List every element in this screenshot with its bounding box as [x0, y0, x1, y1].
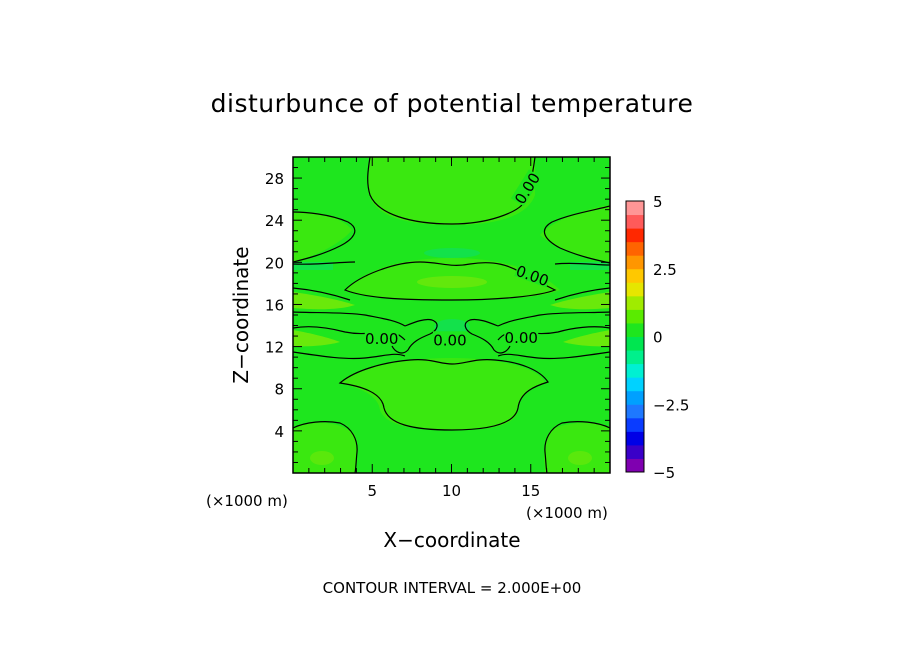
cool-strip-20-left [293, 262, 333, 270]
colorbar-segment [626, 458, 644, 473]
x-unit-left: (×1000 m) [206, 492, 288, 510]
y-tick-label: 4 [274, 423, 284, 441]
contour-band-16-left [293, 287, 406, 327]
plot-area: 0.000.000.00 0.00 0.00 [293, 157, 610, 473]
contour-lower-central [338, 358, 549, 431]
band-12-left [293, 330, 340, 347]
band-16-left [293, 292, 355, 310]
colorbar-tick-label: 0 [653, 329, 663, 347]
bottom-left-region [293, 422, 357, 473]
x-axis-label: X−coordinate [383, 528, 520, 552]
contour-12-center-right [464, 318, 511, 354]
y-tick-label: 16 [265, 296, 284, 314]
contour-label: 0.00 [364, 330, 399, 348]
x-tick-label: 5 [367, 482, 377, 500]
axis-tick-labels: 5 10 15 4 8 12 16 20 24 28 [265, 170, 540, 500]
colorbar-segment [626, 322, 644, 337]
contour-bottom-left [293, 421, 358, 473]
y-tick-label: 20 [265, 254, 284, 272]
field-shading [293, 157, 610, 473]
cool-strip-20-right [570, 262, 610, 270]
colorbar-segment [626, 282, 644, 297]
contour-label-bg [364, 330, 399, 346]
y-tick-label: 12 [265, 339, 284, 357]
contour-label: 0.00 [432, 331, 467, 349]
contour-label-bg [504, 329, 539, 345]
contour-upper-right [543, 205, 610, 264]
contour-label-text: 0.00 [365, 330, 398, 348]
colorbar-segment [626, 377, 644, 392]
contour-bottom-right [544, 421, 610, 473]
colorbar-segment [626, 268, 644, 283]
warm-spot-middle [417, 276, 487, 288]
warm-bands [293, 276, 610, 465]
contour-label-bg [510, 169, 542, 207]
colorbar-segment [626, 350, 644, 365]
band-16-right [550, 292, 610, 310]
colorbar-tick-label: 2.5 [653, 261, 677, 279]
colorbar-segment [626, 228, 644, 243]
chart-title: disturbunce of potential temperature [211, 89, 694, 118]
colorbar-segment [626, 214, 644, 229]
colorbar-segment [626, 363, 644, 378]
bottom-right-region [544, 422, 610, 473]
contour-label-bg [432, 331, 467, 347]
contour-label-bg [514, 261, 552, 288]
x-unit-right: (×1000 m) [526, 504, 608, 522]
y-tick-label: 28 [265, 170, 284, 188]
y-tick-label: 24 [265, 212, 284, 230]
colorbar-segment [626, 431, 644, 446]
colorbar-segment [626, 390, 644, 405]
cool-patch-upper-middle [424, 248, 480, 258]
contour-band-16-right [497, 287, 610, 327]
contour-upper-left [293, 211, 356, 263]
warm-spot-left [310, 451, 334, 465]
colorbar-labels: 5 2.5 0 −2.5 −5 [653, 193, 689, 482]
contour-band-11-right [497, 351, 610, 360]
colorbar-segment [626, 241, 644, 256]
colorbar-tick-label: −2.5 [653, 396, 689, 414]
contour-label-text: 0.00 [433, 331, 466, 349]
band-12-right [563, 330, 610, 347]
colorbar-frame [625, 200, 645, 473]
colorbar-segment [626, 309, 644, 324]
colorbar [626, 201, 644, 473]
colorbar-segment [626, 201, 644, 216]
contour-interval-note: CONTOUR INTERVAL = 2.000E+00 [323, 579, 582, 597]
upper-left-region [293, 211, 352, 262]
contour-line-20 [293, 261, 610, 266]
x-tick-label: 10 [442, 482, 461, 500]
colorbar-segment [626, 295, 644, 310]
colorbar-tick-label: 5 [653, 193, 663, 211]
x-tick-label: 15 [521, 482, 540, 500]
colorbar-segment [626, 255, 644, 270]
colorbar-segment [626, 444, 644, 459]
cool-patch-lower-middle [434, 319, 470, 335]
axis-ticks [293, 157, 610, 473]
y-axis-label: Z−coordinate [229, 246, 253, 383]
contour-label: 0.00 [504, 329, 539, 347]
y-tick-label: 8 [274, 381, 284, 399]
cool-patches [293, 248, 610, 335]
lower-central-region [340, 358, 545, 430]
top-central-region [368, 157, 535, 225]
contour-band-11-left [293, 351, 406, 360]
colorbar-tick-label: −5 [653, 464, 675, 482]
warm-spot-right [568, 451, 592, 465]
colorbar-segment [626, 336, 644, 351]
upper-right-region [540, 205, 610, 262]
contour-label-text: 0.00 [505, 329, 538, 347]
colorbar-segment [626, 404, 644, 419]
contour-12-center-left [391, 318, 438, 354]
colorbar-segment [626, 417, 644, 432]
